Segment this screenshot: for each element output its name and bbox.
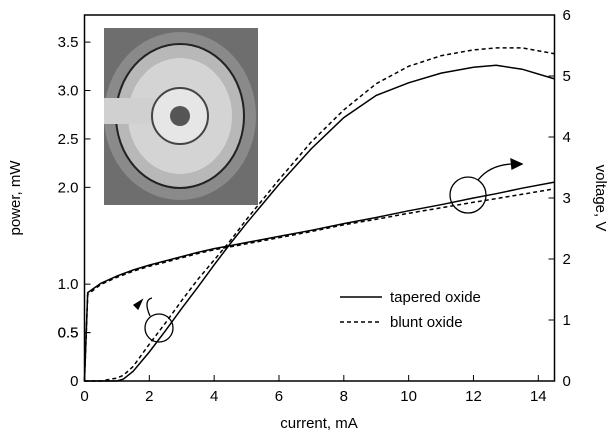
y2-tick-label: 3 [563, 190, 571, 207]
y-tick-label: 2.0 [58, 179, 79, 196]
y-tick-label: 0.5 [58, 325, 79, 342]
legend-label: blunt oxide [390, 314, 463, 331]
y-tick-label: 3.0 [58, 83, 79, 100]
x-axis-label: current, mA [280, 415, 358, 432]
legend-label: tapered oxide [390, 289, 481, 306]
x-tick-label: 0 [80, 388, 88, 405]
x-tick-label: 6 [275, 388, 283, 405]
x-tick-label: 14 [530, 388, 547, 405]
y2-tick-label: 1 [563, 312, 571, 329]
y2-tick-label: 2 [563, 251, 571, 268]
y-tick-label: 0.5 [58, 325, 79, 342]
y2-axis-label: voltage, V [592, 165, 608, 232]
y2-tick-label: 6 [563, 7, 571, 24]
y-tick-label: 1.0 [58, 276, 79, 293]
series-line [84, 47, 555, 382]
series-line [84, 64, 555, 382]
y2-tick-label: 5 [563, 68, 571, 85]
x-tick-label: 8 [340, 388, 348, 405]
inset-photo [104, 28, 258, 205]
y2-tick-label: 0 [563, 373, 571, 390]
y-tick-label: 0 [70, 373, 78, 390]
x-tick-label: 4 [210, 388, 218, 405]
y-tick-label: 2.5 [58, 131, 79, 148]
x-tick-label: 2 [145, 388, 153, 405]
series-line [83, 188, 555, 382]
series-line [83, 181, 555, 382]
y-tick-label: 3.5 [58, 34, 79, 51]
y-axis-label: power, mW [7, 160, 24, 236]
x-tick-label: 10 [400, 388, 417, 405]
y2-tick-label: 4 [563, 129, 571, 146]
x-tick-label: 12 [465, 388, 482, 405]
